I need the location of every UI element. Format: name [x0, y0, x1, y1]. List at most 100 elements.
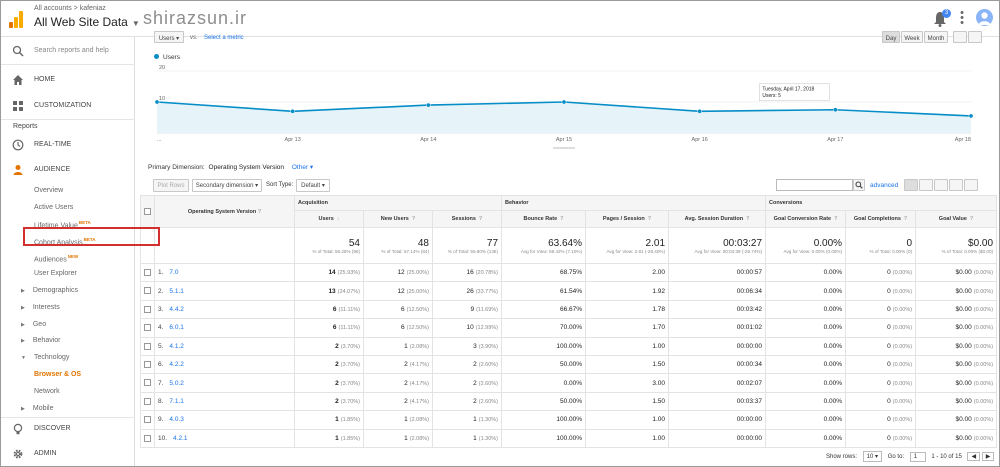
- metric-percent: (1.30%): [478, 435, 499, 442]
- primary-dimension-value[interactable]: Operating System Version: [208, 164, 285, 171]
- os-version-link[interactable]: 4.2.1: [173, 434, 188, 442]
- row-checkbox[interactable]: [144, 287, 151, 295]
- sidebar-item-mobile[interactable]: ▶ Mobile: [21, 405, 53, 412]
- line-chart-icon[interactable]: [953, 31, 967, 43]
- nav-discover[interactable]: DISCOVER: [1, 423, 135, 437]
- os-version-link[interactable]: 5.1.1: [169, 287, 184, 295]
- table-row[interactable]: 5. 4.1.2 2 (3.70%) 1 (2.08%) 3 (3.90%) 100.00% 1.…: [140, 336, 998, 356]
- column-header-3[interactable]: Bounce Rate?: [501, 210, 587, 228]
- nav-customization[interactable]: CUSTOMIZATION: [1, 100, 135, 114]
- table-row[interactable]: 7. 5.0.2 2 (3.70%) 2 (4.17%) 2 (2.60%) 0.00% 3.00…: [140, 373, 998, 393]
- breadcrumb[interactable]: All accounts > kafeniaz: [34, 5, 106, 12]
- show-rows-select[interactable]: 10 ▾: [862, 451, 883, 462]
- row-checkbox[interactable]: [144, 305, 151, 313]
- plot-rows-button[interactable]: Plot Rows: [153, 179, 189, 192]
- next-page-button[interactable]: ▶: [981, 452, 995, 461]
- metric-cell: 26 (33.77%): [431, 281, 503, 301]
- os-version-link[interactable]: 4.0.3: [169, 416, 184, 424]
- sidebar-item-network[interactable]: Network: [34, 388, 60, 395]
- column-header-2[interactable]: Sessions?: [431, 210, 503, 228]
- secondary-dimension-dropdown[interactable]: Secondary dimension ▾: [192, 179, 262, 192]
- chart-resize-handle: [553, 147, 575, 149]
- column-header-label: Goal Completions: [853, 216, 901, 222]
- table-view-icon[interactable]: [904, 179, 918, 191]
- row-checkbox[interactable]: [144, 397, 151, 405]
- sidebar-item-active-users[interactable]: Active Users: [34, 204, 74, 211]
- goto-input[interactable]: 1: [909, 452, 926, 462]
- sort-type-dropdown[interactable]: Default ▾: [296, 179, 330, 192]
- sidebar-item-lifetime-value[interactable]: Lifetime ValueBETA: [34, 220, 91, 229]
- column-header-8[interactable]: Goal Value?: [915, 210, 998, 228]
- table-row[interactable]: 6. 4.2.2 2 (3.70%) 2 (4.17%) 2 (2.60%) 50.00% 1.5…: [140, 354, 998, 375]
- dimension-header[interactable]: Operating System Version ?: [154, 195, 295, 228]
- motion-chart-icon[interactable]: [968, 31, 982, 43]
- sidebar-item-geo[interactable]: ▶ Geo: [21, 321, 46, 328]
- nav-audience[interactable]: AUDIENCE: [1, 164, 135, 178]
- select-all-checkbox[interactable]: [144, 208, 151, 215]
- column-header-7[interactable]: Goal Completions?: [845, 210, 917, 228]
- os-version-link[interactable]: 4.2.2: [169, 361, 184, 369]
- dimension-cell: 5. 4.1.2: [154, 336, 295, 356]
- row-checkbox[interactable]: [144, 361, 151, 369]
- table-row[interactable]: 8. 7.1.1 2 (3.70%) 2 (4.17%) 2 (2.60%) 50.00% 1.5…: [140, 391, 998, 412]
- os-version-link[interactable]: 5.0.2: [169, 379, 184, 387]
- column-header-1[interactable]: New Users?: [363, 210, 433, 228]
- table-row[interactable]: 3. 4.4.2 6 (11.11%) 6 (12.50%) 9 (11.69%) 66.67%…: [140, 299, 998, 320]
- sidebar-item-browser-os[interactable]: Browser & OS: [34, 371, 82, 378]
- nav-admin[interactable]: ADMIN: [1, 448, 135, 462]
- more-vert-icon[interactable]: • • •: [960, 7, 964, 29]
- vs-label: vs.: [190, 35, 198, 41]
- prev-page-button[interactable]: ◀: [967, 452, 981, 461]
- os-version-link[interactable]: 4.4.2: [169, 305, 184, 313]
- table-row[interactable]: 9. 4.0.3 1 (1.85%) 1 (2.08%) 1 (1.30%) 100.00% 1.…: [140, 410, 998, 430]
- other-dimension-link[interactable]: Other ▾: [291, 164, 314, 171]
- search-box[interactable]: Search reports and help: [1, 45, 135, 59]
- row-checkbox[interactable]: [144, 416, 151, 424]
- row-checkbox[interactable]: [144, 379, 151, 387]
- row-checkbox[interactable]: [144, 342, 151, 350]
- sidebar-item-interests[interactable]: ▶ Interests: [21, 304, 60, 311]
- comparison-view-icon[interactable]: [949, 179, 963, 191]
- sidebar-item-demographics[interactable]: ▶ Demographics: [21, 287, 78, 294]
- table-row[interactable]: 10. 4.2.1 1 (1.85%) 1 (2.08%) 1 (1.30%) 100.00% 1…: [140, 428, 998, 448]
- os-version-link[interactable]: 4.1.2: [169, 342, 184, 350]
- metric-cell: 50.00%: [501, 391, 587, 412]
- column-header-6[interactable]: Goal Conversion Rate?: [765, 210, 847, 228]
- table-search-button[interactable]: [853, 179, 865, 191]
- os-version-link[interactable]: 6.0.1: [169, 324, 184, 332]
- column-header-5[interactable]: Avg. Session Duration?: [668, 210, 767, 228]
- sidebar-item-overview[interactable]: Overview: [34, 187, 64, 194]
- row-checkbox[interactable]: [144, 434, 151, 442]
- property-selector[interactable]: All Web Site Data ▼: [34, 15, 140, 29]
- week-button[interactable]: Week: [901, 31, 923, 43]
- os-version-link[interactable]: 7.0: [169, 269, 179, 277]
- column-header-0[interactable]: Users ↓: [294, 210, 364, 228]
- table-row[interactable]: 2. 5.1.1 13 (24.07%) 12 (25.00%) 26 (33.77%) 61.…: [140, 281, 998, 301]
- day-button[interactable]: Day: [882, 31, 900, 43]
- table-search-input[interactable]: [776, 179, 853, 191]
- sidebar-item-behavior[interactable]: ▶ Behavior: [21, 337, 61, 344]
- advanced-filter-link[interactable]: advanced: [870, 182, 899, 189]
- pie-view-icon[interactable]: [919, 179, 933, 191]
- performance-view-icon[interactable]: [934, 179, 948, 191]
- metric-percent: (4.17%): [409, 380, 429, 387]
- sidebar-item-audiences[interactable]: AudiencesNEW: [34, 254, 78, 263]
- avatar[interactable]: [976, 9, 993, 26]
- select-metric-link[interactable]: Select a metric: [204, 35, 244, 41]
- row-checkbox[interactable]: [144, 269, 151, 277]
- sidebar-item-user-explorer[interactable]: User Explorer: [34, 270, 77, 277]
- sidebar-item-cohort-analysis[interactable]: Cohort AnalysisBETA: [34, 237, 96, 246]
- pivot-view-icon[interactable]: [964, 179, 978, 191]
- sidebar-item-technology[interactable]: ▼ Technology: [21, 354, 69, 361]
- month-button[interactable]: Month: [924, 31, 948, 43]
- table-row[interactable]: 1. 7.0 14 (25.93%) 12 (25.00%) 16 (20.78%) 68.75…: [140, 262, 998, 283]
- os-version-link[interactable]: 7.1.1: [169, 397, 184, 405]
- metric-selector[interactable]: Users ▾: [154, 31, 184, 43]
- column-header-4[interactable]: Pages / Session?: [585, 210, 670, 228]
- metric-cell: 2 (2.60%): [431, 373, 503, 393]
- table-row[interactable]: 4. 6.0.1 6 (11.11%) 6 (12.50%) 10 (12.99%) 70.00…: [140, 318, 998, 338]
- metric-cell: 100.00%: [501, 336, 587, 356]
- nav-home[interactable]: HOME: [1, 74, 135, 88]
- row-checkbox[interactable]: [144, 324, 151, 332]
- nav-realtime[interactable]: REAL-TIME: [1, 139, 135, 153]
